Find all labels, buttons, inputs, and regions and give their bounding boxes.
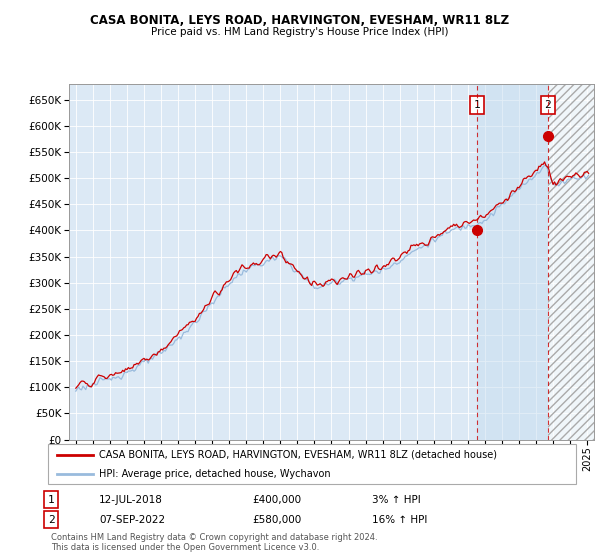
Text: CASA BONITA, LEYS ROAD, HARVINGTON, EVESHAM, WR11 8LZ: CASA BONITA, LEYS ROAD, HARVINGTON, EVES… [91,13,509,27]
Text: HPI: Average price, detached house, Wychavon: HPI: Average price, detached house, Wych… [99,469,331,478]
Text: 16% ↑ HPI: 16% ↑ HPI [372,515,427,525]
Text: 07-SEP-2022: 07-SEP-2022 [99,515,165,525]
Text: 2: 2 [544,100,551,110]
Text: 12-JUL-2018: 12-JUL-2018 [99,494,163,505]
Text: This data is licensed under the Open Government Licence v3.0.: This data is licensed under the Open Gov… [51,543,319,552]
Text: CASA BONITA, LEYS ROAD, HARVINGTON, EVESHAM, WR11 8LZ (detached house): CASA BONITA, LEYS ROAD, HARVINGTON, EVES… [99,450,497,460]
Text: 3% ↑ HPI: 3% ↑ HPI [372,494,421,505]
Text: 2: 2 [47,515,55,525]
Text: Price paid vs. HM Land Registry's House Price Index (HPI): Price paid vs. HM Land Registry's House … [151,27,449,38]
Text: £400,000: £400,000 [252,494,301,505]
Text: Contains HM Land Registry data © Crown copyright and database right 2024.: Contains HM Land Registry data © Crown c… [51,533,377,542]
Bar [548,84,594,440]
Bar [477,84,548,440]
Text: 1: 1 [47,494,55,505]
Text: £580,000: £580,000 [252,515,301,525]
Text: 1: 1 [473,100,480,110]
Bar [548,84,594,440]
